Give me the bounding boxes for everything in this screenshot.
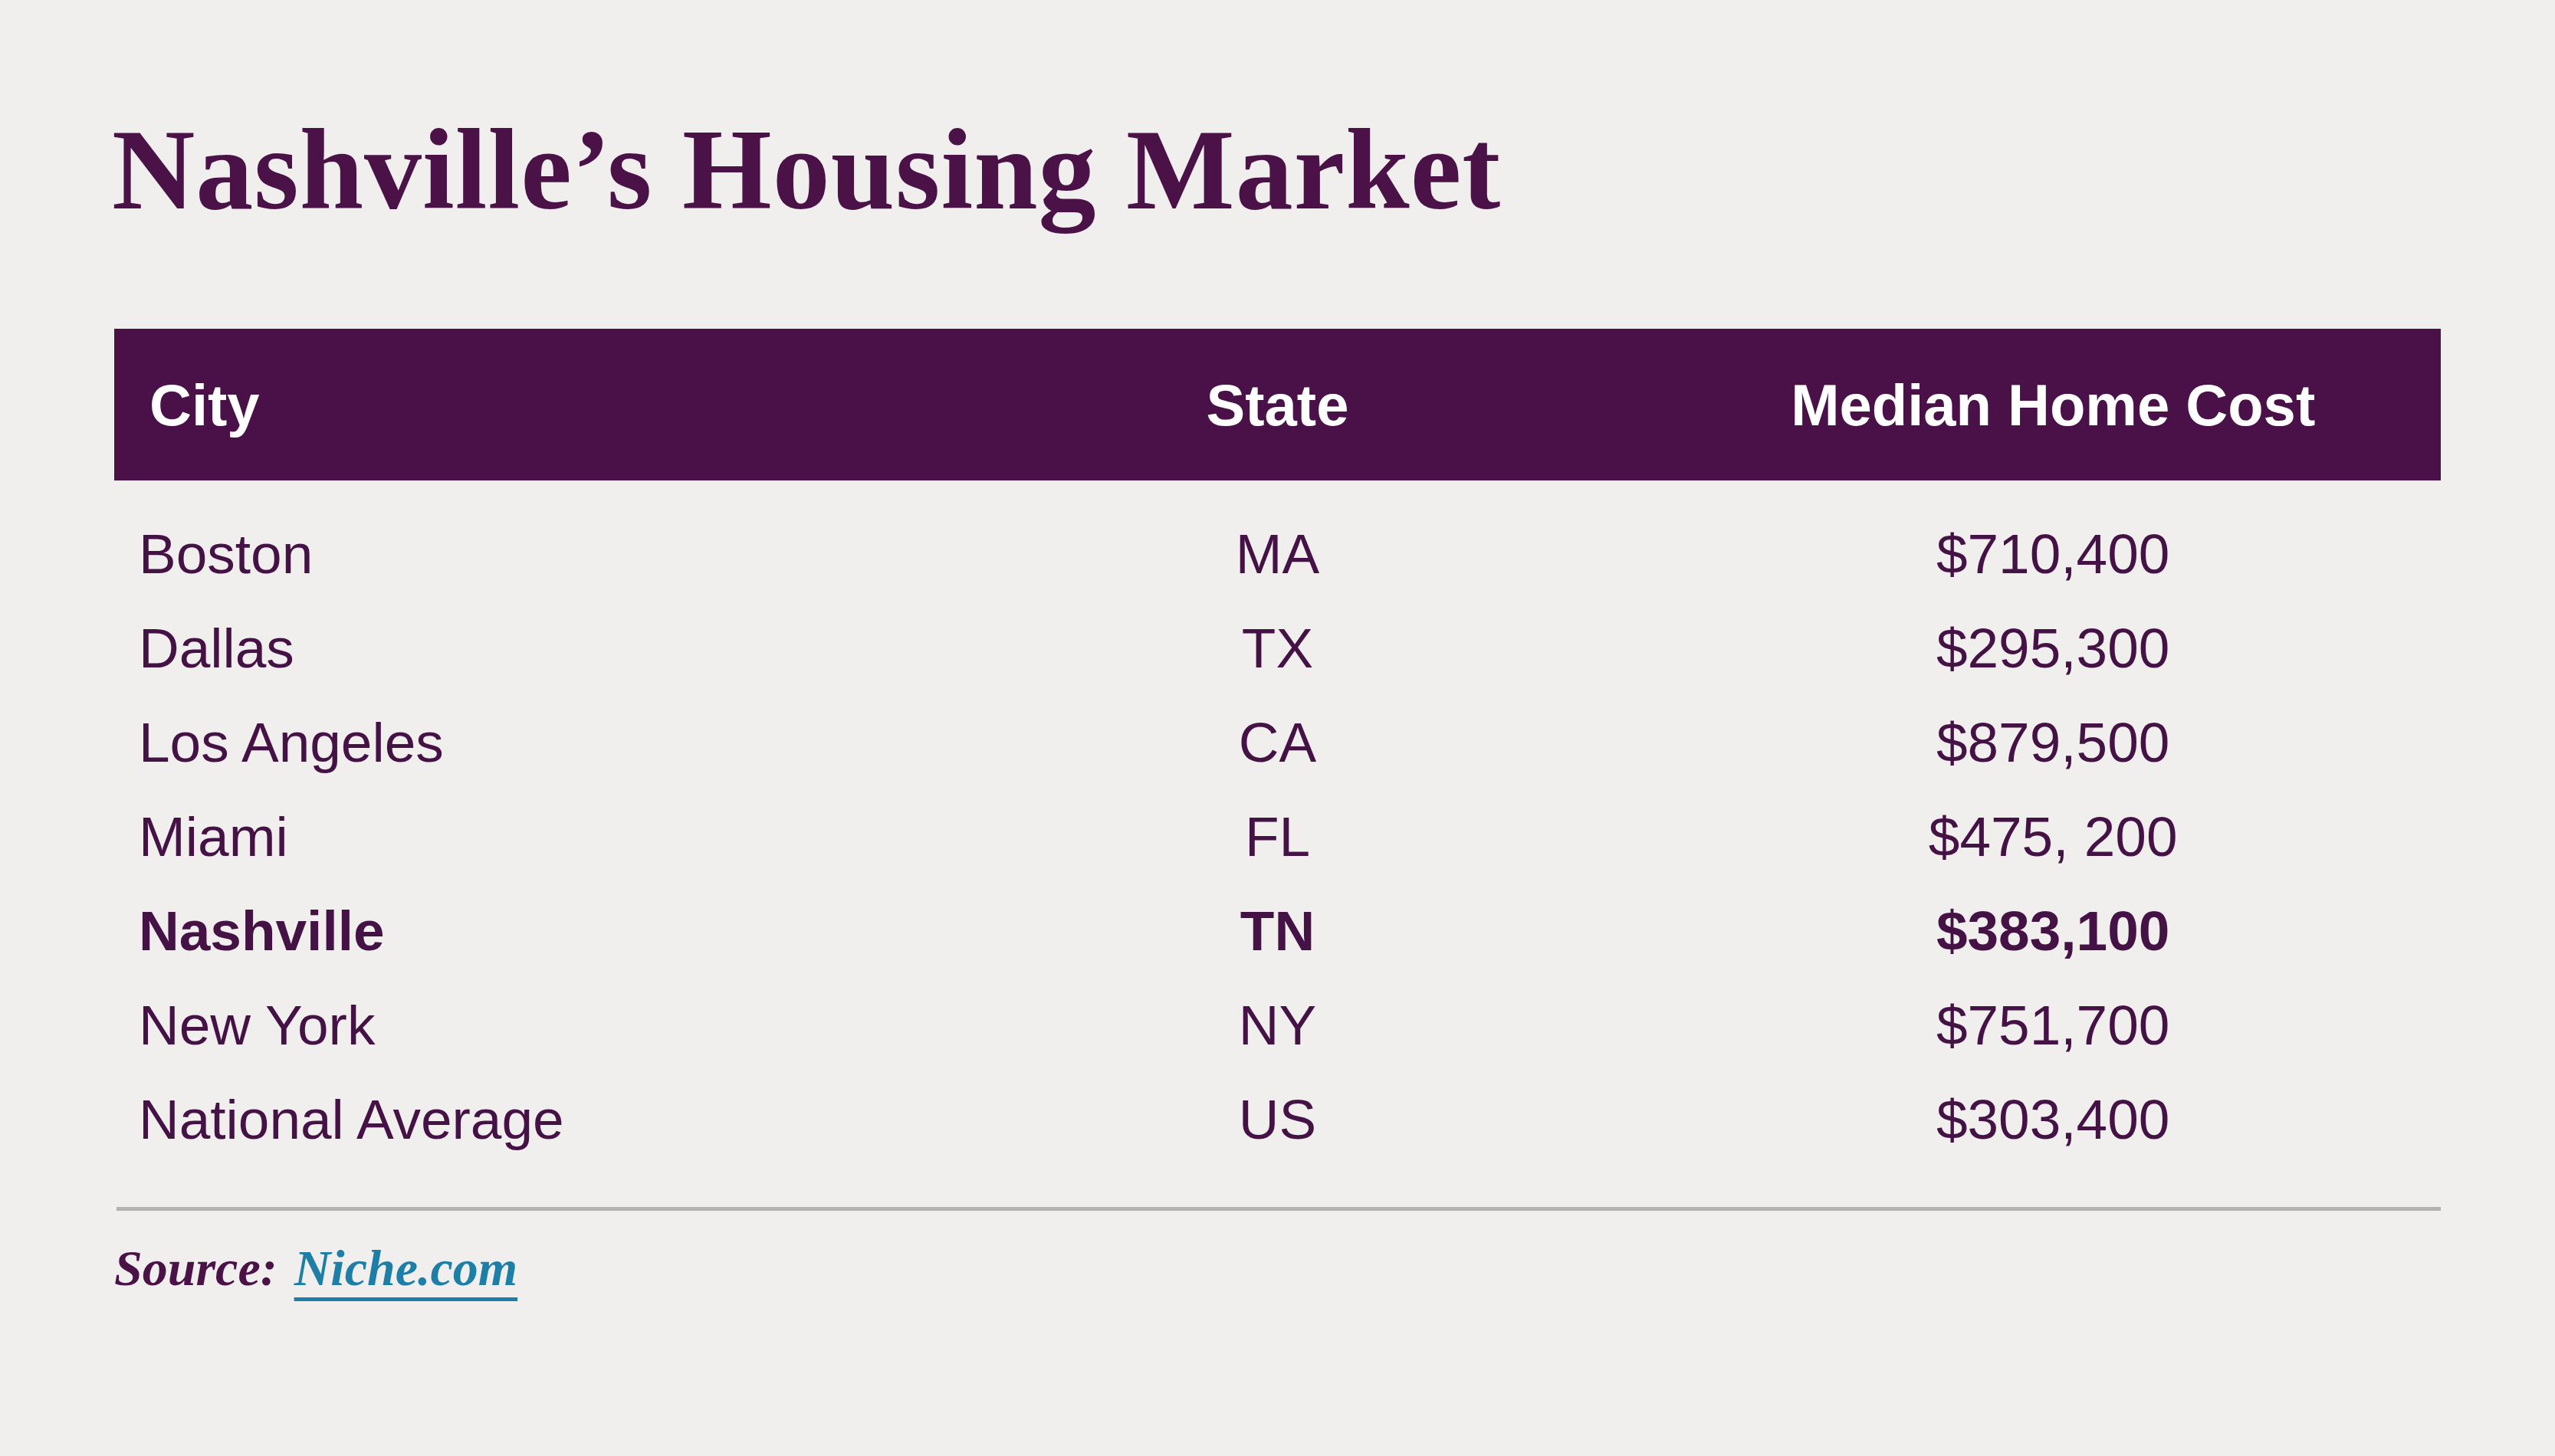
state-cell: CA [890, 710, 1666, 774]
column-header-state: State [890, 372, 1666, 438]
state-cell: TN [890, 899, 1666, 962]
table-row: NashvilleTN$383,100 [114, 884, 2441, 978]
city-cell: Miami [114, 805, 890, 868]
state-cell: NY [890, 993, 1666, 1057]
city-cell: Boston [114, 522, 890, 585]
cost-cell: $383,100 [1665, 899, 2441, 962]
state-cell: FL [890, 805, 1666, 868]
housing-table: City State Median Home Cost BostonMA$710… [114, 329, 2441, 1166]
cost-cell: $879,500 [1665, 710, 2441, 774]
housing-market-infographic: Nashville’s Housing Market City State Me… [0, 0, 2555, 1456]
table-body: BostonMA$710,400DallasTX$295,300Los Ange… [114, 480, 2441, 1166]
city-cell: New York [114, 993, 890, 1057]
table-row: New YorkNY$751,700 [114, 978, 2441, 1072]
divider-line [117, 1207, 2441, 1211]
cost-cell: $303,400 [1665, 1087, 2441, 1151]
cost-cell: $710,400 [1665, 522, 2441, 585]
state-cell: US [890, 1087, 1666, 1151]
table-header-row: City State Median Home Cost [114, 329, 2441, 480]
source-label: Source: [114, 1240, 278, 1296]
cost-cell: $295,300 [1665, 616, 2441, 680]
table-row: National AverageUS$303,400 [114, 1072, 2441, 1166]
page-title: Nashville’s Housing Market [112, 98, 1501, 242]
source-line: Source: Niche.com [114, 1235, 517, 1301]
source-link[interactable]: Niche.com [294, 1240, 517, 1296]
column-header-median-home-cost: Median Home Cost [1665, 372, 2441, 438]
table-row: Los AngelesCA$879,500 [114, 695, 2441, 789]
city-cell: Los Angeles [114, 710, 890, 774]
table-row: BostonMA$710,400 [114, 507, 2441, 601]
city-cell: Nashville [114, 899, 890, 962]
table-row: DallasTX$295,300 [114, 601, 2441, 695]
table-row: MiamiFL$475, 200 [114, 789, 2441, 884]
cost-cell: $751,700 [1665, 993, 2441, 1057]
city-cell: Dallas [114, 616, 890, 680]
city-cell: National Average [114, 1087, 890, 1151]
state-cell: TX [890, 616, 1666, 680]
state-cell: MA [890, 522, 1666, 585]
column-header-city: City [114, 372, 890, 438]
cost-cell: $475, 200 [1665, 805, 2441, 868]
